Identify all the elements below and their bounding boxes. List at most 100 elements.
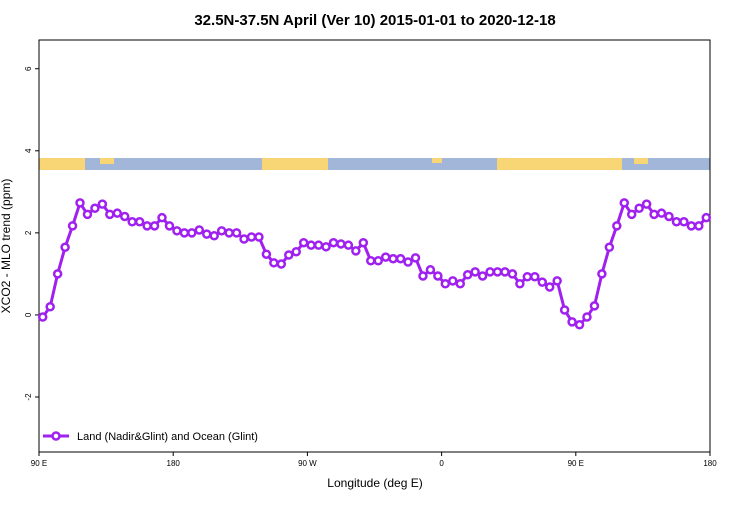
data-point [507,269,518,279]
data-point [634,203,644,213]
legend-marker [51,431,61,441]
data-point [358,237,369,248]
data-point [216,226,227,236]
data-point [567,317,577,327]
x-tick-label: 90 W [298,459,317,468]
data-point [537,277,547,287]
data-point [649,209,659,220]
data-point [500,267,510,277]
data-point [328,237,339,248]
data-point [261,249,272,259]
data-point [440,279,451,289]
data-point [202,229,212,239]
data-point [604,242,615,252]
data-point [37,312,48,322]
plot-frame [38,39,711,453]
data-point [172,226,182,236]
data-point [686,221,697,231]
data-point [366,256,376,266]
data-point [380,252,391,262]
data-point [671,217,682,227]
data-point [388,253,398,264]
data-point [75,198,85,208]
x-axis-label: Longitude (deg E) [327,476,422,490]
data-point [157,212,167,223]
data-point [246,232,257,242]
x-tick-label: 0 [439,459,444,468]
data-point [694,221,704,231]
data-point [612,221,622,231]
land-band [262,158,328,170]
data-point [209,230,219,241]
data-point [284,250,294,260]
data-point [448,276,458,286]
data-point [269,258,279,268]
data-point [395,253,406,264]
data-point [105,209,115,220]
data-point [351,246,361,256]
land-band [634,158,648,164]
data-point [515,279,525,289]
data-point [142,221,152,231]
data-point [626,209,637,220]
land-band [497,158,622,170]
data-point [589,301,600,311]
data-point [187,228,197,238]
data-point [619,198,630,208]
data-point [679,217,689,227]
data-point [470,267,480,277]
data-point [239,234,249,244]
data-point [425,265,436,275]
data-point [276,259,287,269]
data-point [254,232,264,242]
data-point [552,276,562,286]
land-ocean-band [39,158,710,170]
data-point [313,240,324,250]
data-point [82,209,93,220]
data-point [403,257,413,267]
y-tick-label: 2 [24,230,33,235]
data-point [119,211,130,222]
data-point [306,240,316,250]
data-point [656,208,667,218]
data-point [112,208,123,218]
data-point [701,212,712,223]
data-point [291,246,301,257]
data-point [373,256,383,266]
data-point [559,305,570,315]
land-band [432,158,442,163]
data-point [477,271,488,281]
y-tick-label: 4 [24,148,33,153]
data-point [530,272,540,282]
data-point [127,217,137,227]
data-point [164,221,175,231]
data-point [52,269,63,279]
data-point [574,320,585,330]
data-point [492,267,503,277]
data-point [149,221,160,231]
chart-title: 32.5N-37.5N April (Ver 10) 2015-01-01 to… [194,12,555,29]
data-point [67,221,78,231]
data-point [544,282,555,292]
data-point [194,225,205,235]
data-point [60,242,70,252]
data-point [179,228,190,238]
data-point [97,199,108,209]
data-point [433,271,443,281]
data-point [462,269,473,280]
x-tick-label: 90 E [31,459,47,468]
data-point [410,253,421,263]
data-point [664,211,674,222]
data-point [298,237,309,248]
data-point [522,272,533,282]
x-tick-label: 90 E [568,459,584,468]
data-point [90,203,100,213]
data-point [343,240,354,250]
data-point [336,239,346,249]
x-tick-label: 180 [167,459,181,468]
data-point [134,217,145,227]
y-axis-label: XCO2 - MLO trend (ppm) [0,179,13,314]
data-point [45,301,55,312]
